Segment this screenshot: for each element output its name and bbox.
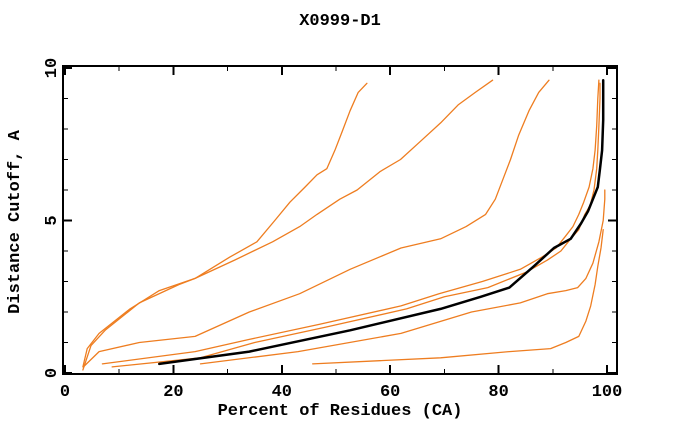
plot-box bbox=[62, 65, 618, 375]
curve-model-e bbox=[111, 82, 601, 368]
y-tick-label: 5 bbox=[43, 215, 62, 225]
x-axis-label: Percent of Residues (CA) bbox=[217, 402, 463, 421]
x-tick-label: 40 bbox=[272, 383, 292, 402]
y-tick-label: 0 bbox=[43, 368, 62, 378]
x-tick-label: 100 bbox=[592, 383, 623, 402]
curve-model-b bbox=[82, 79, 494, 371]
x-tick-label: 20 bbox=[163, 383, 183, 402]
curve-model-d bbox=[101, 79, 600, 365]
y-tick-label: 10 bbox=[43, 58, 62, 78]
x-tick-label: 0 bbox=[60, 383, 70, 402]
curve-model-g bbox=[312, 229, 604, 365]
chart-title: X0999-D1 bbox=[299, 12, 381, 31]
x-tick-label: 60 bbox=[380, 383, 400, 402]
curve-model-c bbox=[82, 79, 550, 368]
curve-highlighted-model bbox=[158, 78, 605, 366]
curve-model-f bbox=[199, 189, 606, 365]
y-axis-label: Distance Cutoff, A bbox=[6, 130, 25, 314]
curve-model-a bbox=[82, 82, 368, 368]
x-tick-label: 80 bbox=[488, 383, 508, 402]
